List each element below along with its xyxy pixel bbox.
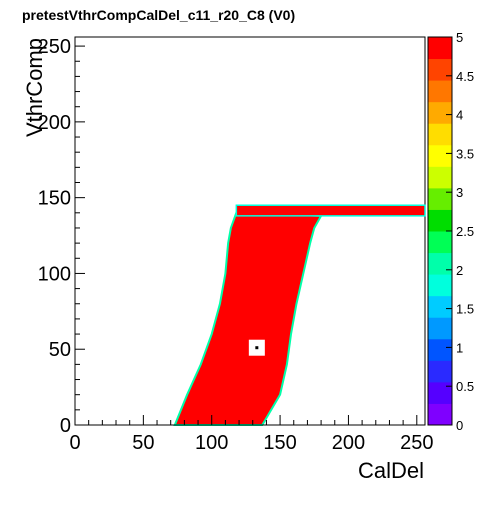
colorbar-segment	[428, 295, 452, 318]
colorbar-segment	[428, 166, 452, 189]
colorbar-segment	[428, 37, 452, 60]
y-tick-label: 50	[49, 339, 71, 361]
colorbar-segment	[428, 187, 452, 210]
y-axis-label: VthrComp	[22, 38, 47, 137]
x-tick-label: 100	[195, 432, 228, 454]
colorbar-segment	[428, 274, 452, 297]
colorbar-segment	[428, 101, 452, 124]
x-axis-label: CalDel	[358, 458, 424, 483]
y-tick-label: 0	[60, 415, 71, 437]
colorbar-segment	[428, 403, 452, 426]
colorbar-segment	[428, 80, 452, 103]
colorbar-segment	[428, 252, 452, 275]
colorbar-tick-label: 2	[456, 263, 463, 278]
x-tick-label: 150	[263, 432, 296, 454]
colorbar-segment	[428, 209, 452, 232]
chart-title: pretestVthrCompCalDel_c11_r20_C8 (V0)	[22, 7, 295, 23]
colorbar-tick-label: 3.5	[456, 146, 474, 161]
y-tick-label: 150	[38, 188, 71, 210]
colorbar-segment	[428, 317, 452, 340]
colorbar-tick-label: 4.5	[456, 69, 474, 84]
x-axis: 0 50 100 150 200 250	[69, 415, 433, 454]
y-tick-label: 200	[38, 112, 71, 134]
colorbar-tick-label: 1.5	[456, 302, 474, 317]
colorbar-tick-label: 1	[456, 340, 463, 355]
colorbar-tick-label: 0.5	[456, 379, 474, 394]
colorbar-segment	[428, 58, 452, 81]
heatmap-layer	[173, 204, 426, 426]
heatmap-center-marker	[255, 346, 259, 350]
x-tick-label: 0	[69, 432, 80, 454]
colorbar: 0 0.5 1 1.5 2 2.5 3 3.5 4 4.5 5	[427, 30, 474, 433]
x-tick-label: 250	[400, 432, 433, 454]
heatmap-plateau-band	[235, 204, 426, 217]
colorbar-tick-label: 3	[456, 185, 463, 200]
colorbar-tick-label: 2.5	[456, 224, 474, 239]
x-tick-label: 200	[332, 432, 365, 454]
y-axis: 0 50 100 150 200 250	[38, 36, 85, 437]
colorbar-segment	[428, 360, 452, 383]
x-tick-label: 50	[132, 432, 154, 454]
colorbar-segment	[428, 381, 452, 404]
y-tick-label: 100	[38, 263, 71, 285]
colorbar-segment	[428, 144, 452, 167]
colorbar-tick-label: 4	[456, 108, 463, 123]
colorbar-segment	[428, 123, 452, 146]
colorbar-tick-label: 5	[456, 30, 463, 45]
y-tick-label: 250	[38, 36, 71, 58]
colorbar-segment	[428, 231, 452, 254]
colorbar-segment	[428, 338, 452, 361]
colorbar-tick-label: 0	[456, 418, 463, 433]
